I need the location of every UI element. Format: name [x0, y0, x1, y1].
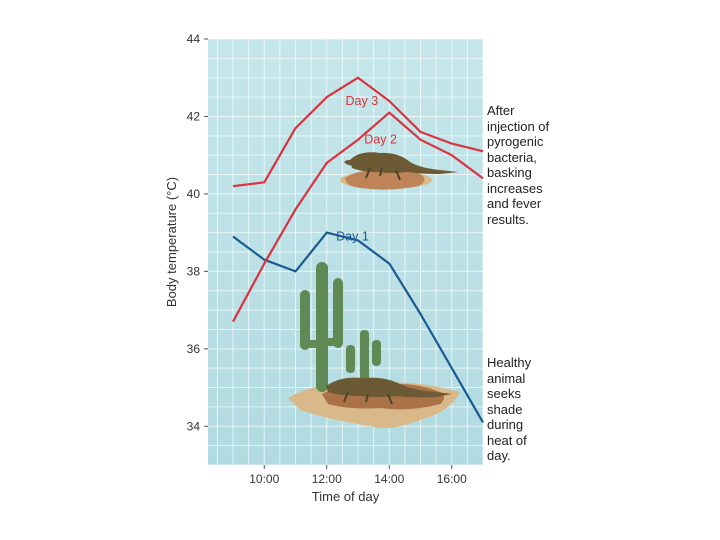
y-tick-label: 36	[187, 342, 201, 356]
x-axis-label: Time of day	[312, 489, 380, 504]
fever-annotation-line: basking	[487, 165, 532, 180]
healthy-annotation-line: seeks	[487, 386, 521, 401]
y-tick-label: 34	[187, 419, 201, 433]
x-tick-label: 16:00	[437, 472, 467, 486]
y-tick-label: 42	[187, 109, 201, 123]
healthy-annotation-line: day.	[487, 448, 511, 463]
fever-annotation-line: After	[487, 103, 515, 118]
fever-annotation-line: and fever	[487, 196, 542, 211]
y-tick-label: 44	[187, 32, 201, 46]
fever-annotation-line: results.	[487, 211, 529, 227]
desert-cactus-lizard-illustration	[288, 262, 460, 428]
healthy-annotation-line: shade	[487, 401, 523, 417]
fever-annotation-line: injection of	[487, 118, 550, 134]
y-tick-label: 38	[187, 264, 201, 278]
fever-annotation-line: increases	[487, 180, 543, 196]
fever-annotation: After injection of pyrogenic bacteria, b…	[487, 103, 549, 227]
y-tick-label: 40	[187, 187, 201, 201]
day-3-line	[232, 76, 484, 188]
x-tick-label: 10:00	[249, 472, 279, 486]
day-1-line	[232, 231, 484, 423]
fever-annotation-line: pyrogenic	[487, 134, 544, 149]
healthy-annotation-line: Healthy	[487, 355, 532, 370]
fever-annotation-line: bacteria,	[487, 149, 537, 165]
healthy-annotation-line: during	[487, 417, 524, 432]
day-2-line	[232, 111, 484, 323]
healthy-annotation-line: animal	[487, 370, 526, 386]
x-tick-label: 12:00	[312, 472, 342, 486]
x-tick-label: 14:00	[374, 472, 404, 486]
lizard-on-rock-illustration	[340, 152, 458, 190]
healthy-annotation: Healthy animal seeks shade during heat o…	[487, 355, 531, 464]
y-axis-label: Body temperature (°C)	[164, 177, 179, 307]
healthy-annotation-line: heat of	[487, 432, 527, 448]
series-label: Day 3	[346, 94, 379, 108]
series-label: Day 2	[364, 133, 397, 147]
series-label: Day 1	[336, 229, 369, 243]
